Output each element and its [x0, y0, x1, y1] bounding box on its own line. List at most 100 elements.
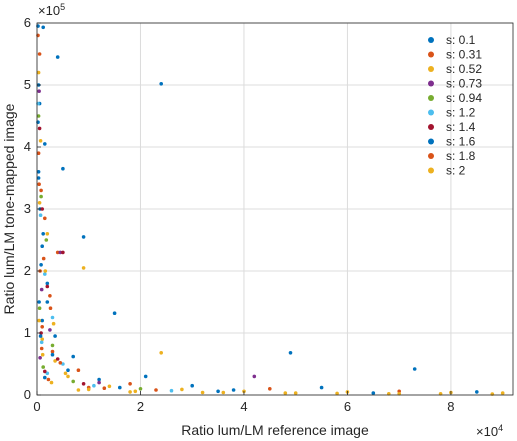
data-point — [71, 379, 75, 384]
y-tick-label: 3 — [24, 201, 31, 216]
data-point — [371, 391, 376, 395]
data-point — [49, 380, 54, 385]
data-point — [36, 114, 41, 118]
y-tick-label: 6 — [24, 15, 31, 30]
legend-item: s: 2 — [428, 164, 466, 178]
legend-marker — [428, 95, 434, 101]
data-point — [39, 340, 44, 345]
data-point — [48, 294, 52, 298]
legend-item: s: 0.73 — [428, 77, 482, 91]
data-point — [283, 391, 288, 395]
data-point — [46, 377, 51, 382]
data-point — [50, 315, 55, 320]
data-point — [37, 52, 42, 56]
legend-marker — [428, 37, 434, 43]
data-point — [41, 232, 45, 236]
series-3 — [37, 89, 257, 385]
data-point — [37, 306, 42, 311]
y-tick-label: 5 — [24, 77, 31, 92]
data-point — [107, 384, 112, 389]
data-point — [81, 266, 86, 270]
data-point — [66, 368, 70, 373]
data-point — [76, 388, 81, 392]
data-point — [55, 55, 60, 59]
data-point — [133, 389, 138, 394]
data-point — [58, 361, 63, 365]
data-point — [66, 374, 70, 379]
legend-label: s: 1.6 — [446, 135, 476, 149]
data-point — [118, 385, 122, 390]
data-point — [43, 269, 48, 273]
data-point — [45, 284, 50, 289]
legend: s: 0.1s: 0.31s: 0.52s: 0.73s: 0.94s: 1.2… — [428, 33, 482, 178]
data-point — [92, 383, 96, 388]
x-tick-label: 2 — [137, 399, 144, 414]
data-point — [36, 151, 41, 155]
data-point — [36, 70, 41, 75]
data-point — [37, 126, 42, 131]
legend-marker — [428, 124, 434, 130]
data-point — [97, 377, 101, 382]
legend-label: s: 2 — [446, 164, 466, 178]
data-point — [50, 352, 55, 357]
data-point — [48, 306, 53, 311]
x-tick-label: 4 — [240, 399, 247, 414]
data-point — [97, 380, 101, 385]
data-point — [36, 170, 41, 174]
data-point — [45, 371, 50, 376]
data-point — [268, 387, 272, 391]
data-point — [112, 311, 117, 316]
data-point — [43, 272, 47, 276]
legend-item: s: 0.94 — [428, 91, 482, 105]
series-8 — [37, 182, 158, 392]
data-point — [293, 391, 298, 395]
legend-label: s: 1.2 — [446, 106, 476, 120]
data-point — [53, 334, 57, 338]
series-7 — [36, 170, 376, 395]
data-point — [50, 349, 55, 354]
x-tick-label: 8 — [447, 399, 454, 414]
data-point — [41, 25, 45, 30]
data-point — [39, 188, 43, 193]
data-point — [500, 391, 505, 395]
data-point — [76, 368, 81, 373]
x-axis-label: Ratio lum/LM reference image — [181, 422, 369, 438]
y-tick-label: 0 — [24, 387, 31, 402]
data-point — [38, 213, 43, 217]
data-point — [40, 352, 45, 357]
data-point — [40, 325, 44, 329]
x-tick-label: 0 — [33, 399, 40, 414]
data-point — [38, 139, 43, 143]
legend-label: s: 0.52 — [446, 62, 482, 76]
data-point — [216, 389, 220, 394]
legend-label: s: 0.1 — [446, 33, 476, 47]
data-point — [159, 82, 163, 86]
data-point — [335, 391, 339, 396]
data-point — [128, 382, 132, 386]
data-point — [48, 328, 52, 332]
data-point — [53, 359, 57, 363]
data-point — [138, 387, 143, 391]
legend-marker — [428, 138, 434, 145]
data-point — [143, 374, 148, 379]
legend-item: s: 0.1 — [428, 33, 476, 47]
legend-label: s: 0.94 — [446, 91, 482, 105]
data-point — [55, 357, 60, 361]
data-point — [55, 250, 60, 255]
data-point — [43, 216, 47, 221]
legend-item: s: 0.31 — [428, 48, 482, 62]
legend-item: s: 1.4 — [428, 120, 476, 134]
data-point — [44, 238, 49, 242]
legend-label: s: 1.4 — [446, 120, 476, 134]
data-point — [81, 235, 86, 239]
legend-label: s: 0.31 — [446, 48, 482, 62]
data-point — [39, 331, 43, 335]
data-point — [43, 369, 47, 374]
data-point — [252, 374, 257, 379]
data-point — [40, 244, 44, 248]
data-point — [169, 388, 174, 393]
legend-item: s: 1.2 — [428, 106, 476, 120]
tick-labels: 0 2 4 6 8 0 1 2 3 4 5 6 — [24, 15, 455, 414]
data-point — [45, 232, 50, 236]
